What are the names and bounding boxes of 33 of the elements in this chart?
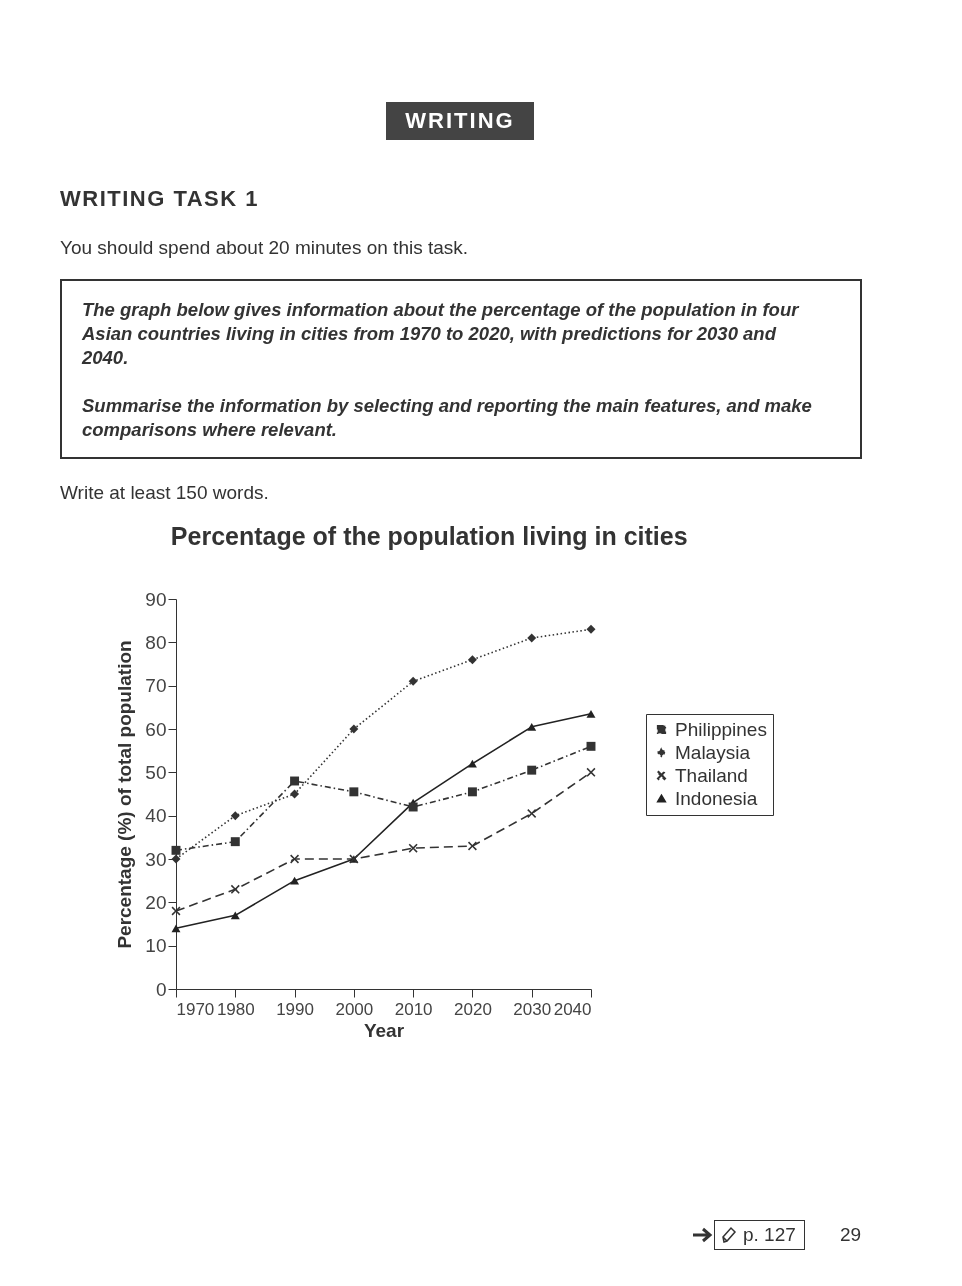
y-tick-label: 80 xyxy=(145,631,167,653)
y-tick-label: 0 xyxy=(155,978,167,1000)
legend-label: Indonesia xyxy=(675,787,758,809)
y-tick-label: 50 xyxy=(145,761,167,783)
legend-label: Malaysia xyxy=(675,741,751,763)
text: WRITING TASK 1 xyxy=(60,186,260,212)
y-axis-title: Percentage (%) of total population xyxy=(114,640,136,949)
x-tick-label: 2010 xyxy=(394,999,433,1019)
y-tick-label: 60 xyxy=(145,718,167,740)
text: The graph below gives information about the percentage of the population in four Asian countries living in cities from 1970 to 2020, with predictions for 2030 and 2040. xyxy=(82,298,801,370)
y-tick-label: 30 xyxy=(145,848,167,870)
x-tick-label: 2000 xyxy=(335,999,374,1019)
text: p. 127 xyxy=(743,1224,796,1246)
x-tick-label: 2020 xyxy=(454,999,492,1019)
text: You should spend about 20 minutes on this task. xyxy=(60,237,469,259)
x-tick-label: 1990 xyxy=(276,999,314,1019)
text: Summarise the information by selecting and reporting the main features, and make comparisons where relevant. xyxy=(82,394,813,442)
y-tick-label: 20 xyxy=(145,891,167,913)
x-tick-label: 2030 xyxy=(513,999,552,1019)
text: WRITING xyxy=(386,102,534,140)
y-tick-label: 70 xyxy=(145,675,167,697)
x-tick-label: 1970 xyxy=(176,999,215,1019)
y-tick-label: 90 xyxy=(145,588,167,610)
legend-label: Thailand xyxy=(675,764,748,786)
y-tick-label: 40 xyxy=(145,805,167,827)
x-tick-label: 2040 xyxy=(553,999,592,1019)
x-tick-label: 1980 xyxy=(216,999,255,1019)
text: 29 xyxy=(840,1224,862,1246)
x-axis-title: Year xyxy=(363,1019,405,1041)
text: Write at least 150 words. xyxy=(60,482,269,504)
legend-label: Philippines xyxy=(675,718,767,740)
y-tick-label: 10 xyxy=(145,935,167,957)
chart-title: Percentage of the population living in cities xyxy=(170,522,688,550)
